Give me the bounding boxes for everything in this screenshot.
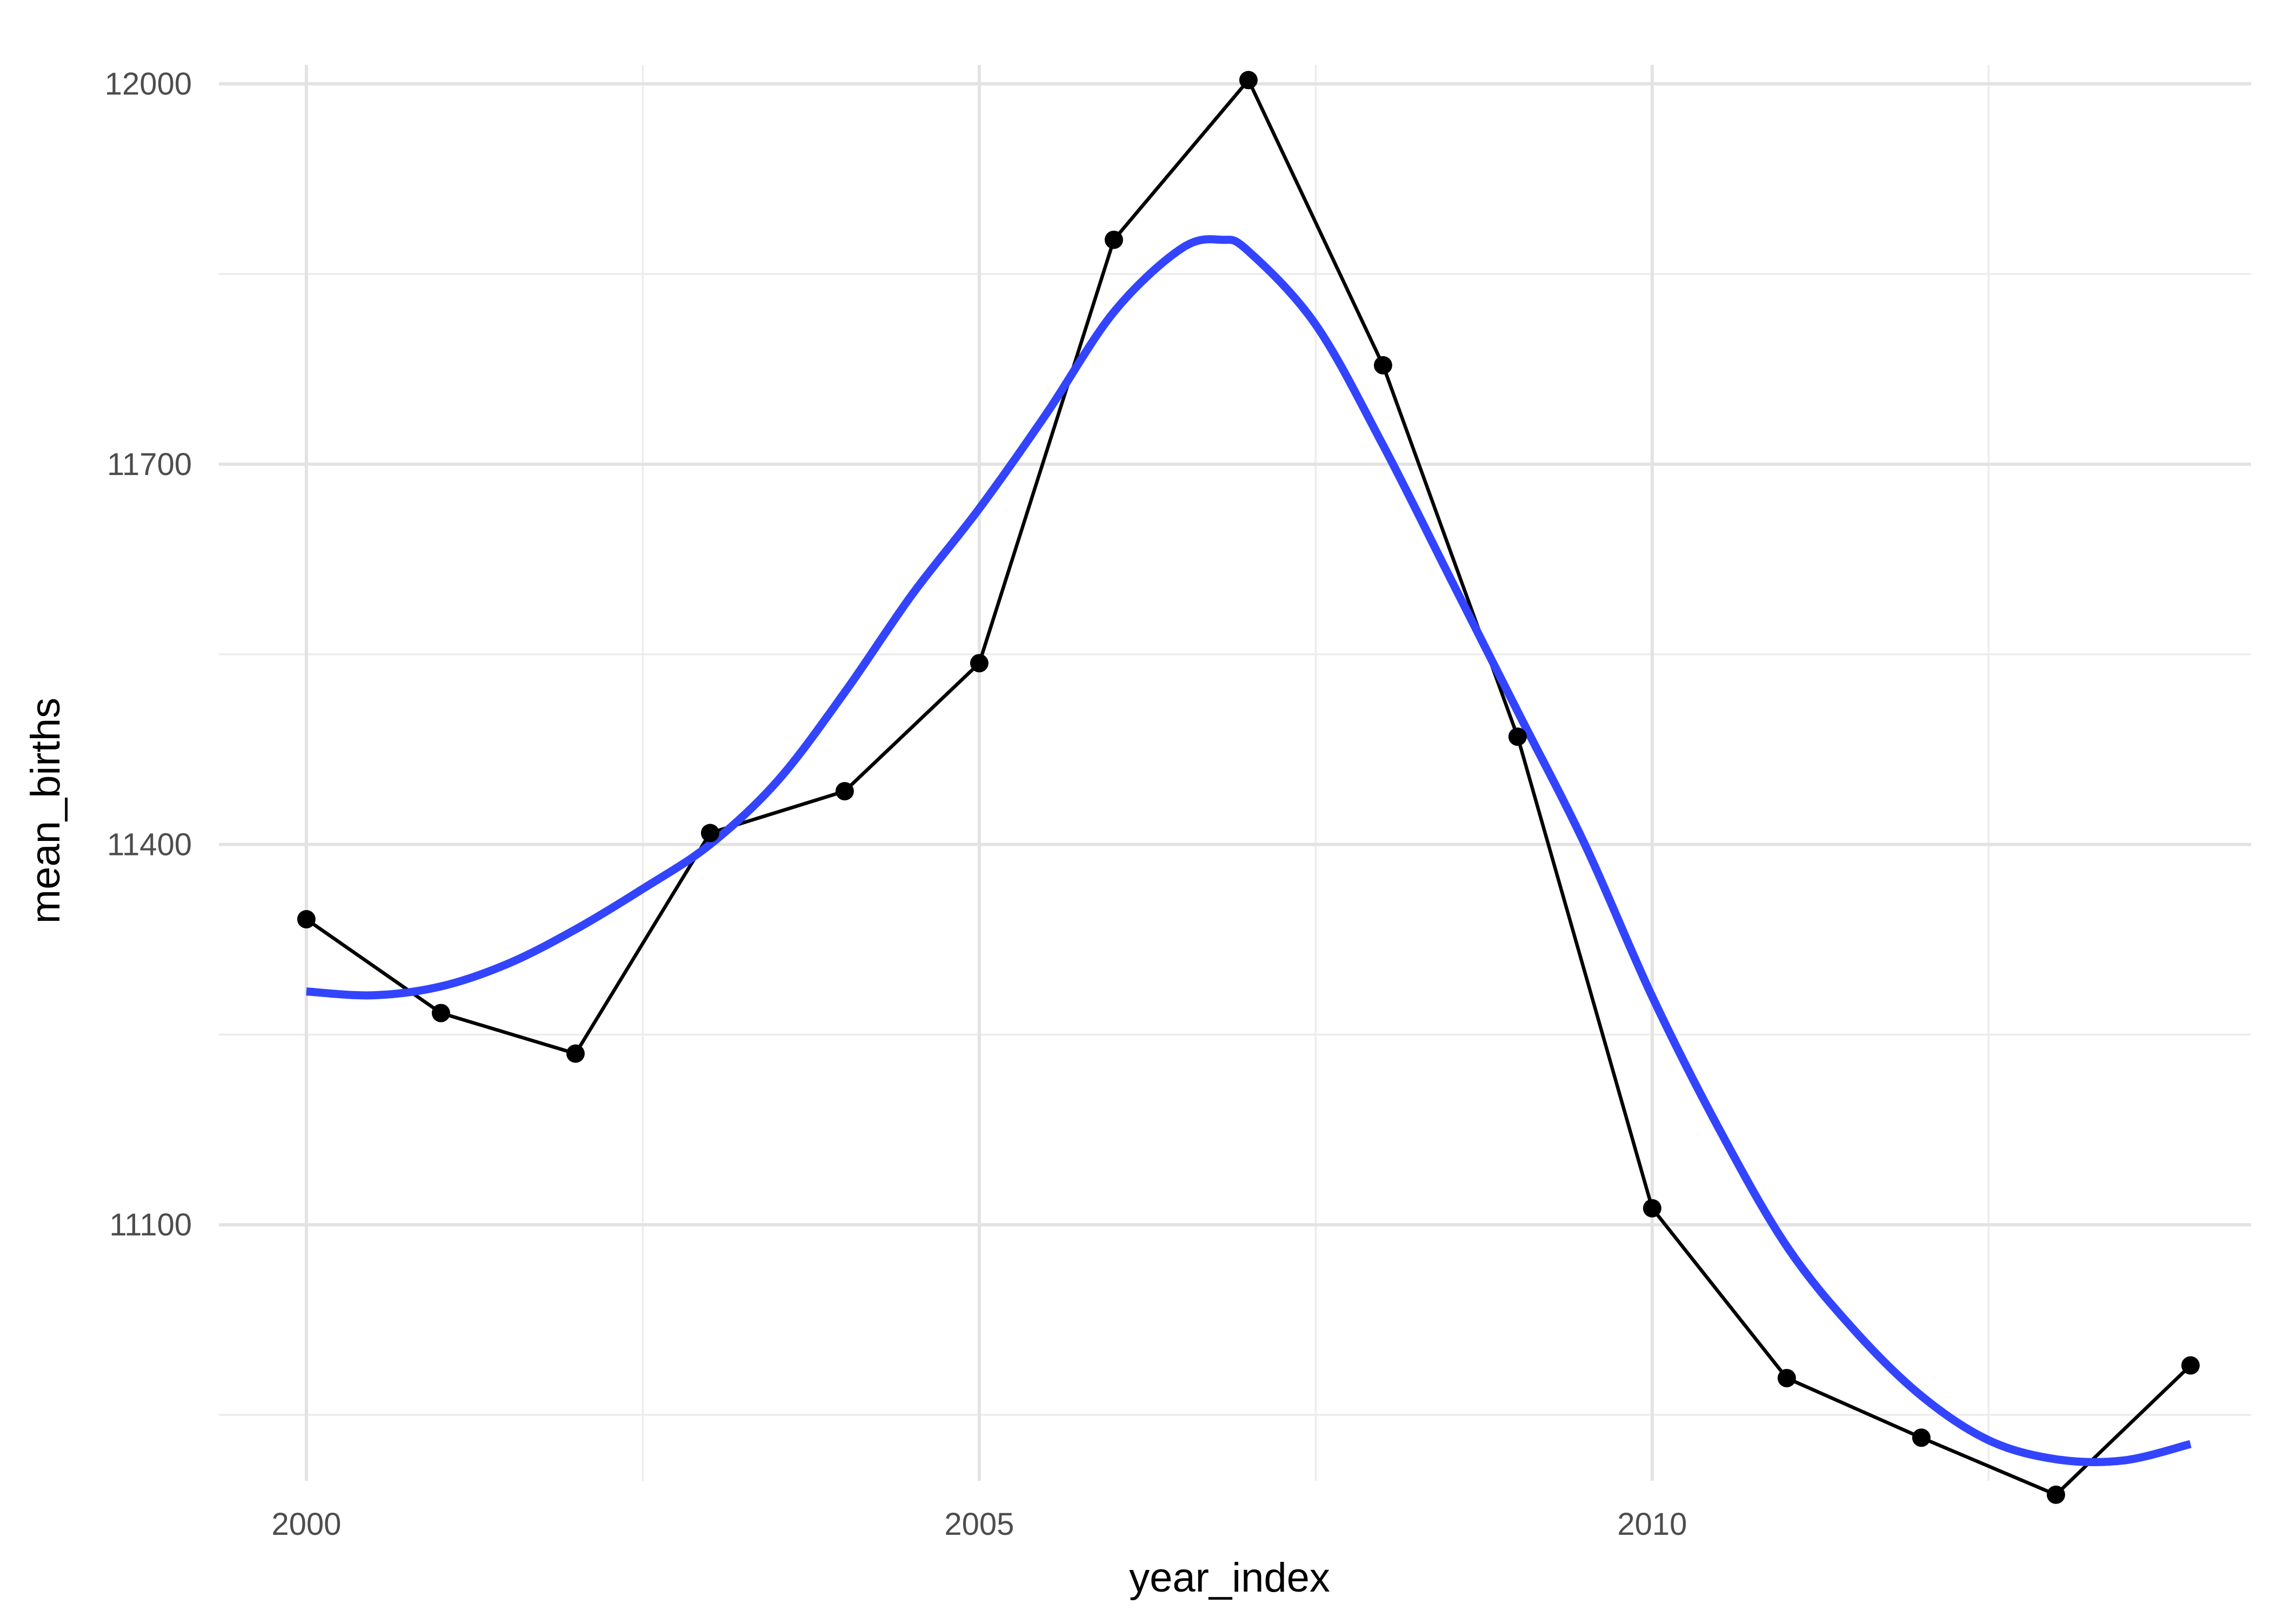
data-point xyxy=(431,1004,450,1022)
y-tick-label: 11400 xyxy=(107,827,192,863)
y-axis-title: mean_births xyxy=(23,698,69,924)
smooth-trend-line xyxy=(306,235,2192,1466)
data-point xyxy=(1373,356,1392,375)
data-point xyxy=(2046,1485,2065,1504)
data-point xyxy=(2181,1356,2200,1375)
observed-series-line xyxy=(305,78,2192,1497)
x-tick-label: 2005 xyxy=(944,1507,1014,1542)
gridlines xyxy=(219,65,2251,1481)
data-point xyxy=(1777,1369,1796,1388)
data-point xyxy=(700,824,719,843)
series-layer xyxy=(297,71,2200,1504)
data-point xyxy=(970,654,989,673)
x-axis-title: year_index xyxy=(1129,1555,1330,1601)
y-tick-label: 11100 xyxy=(109,1207,192,1242)
data-point xyxy=(835,782,854,801)
data-point xyxy=(1912,1428,1931,1447)
tick-labels: 2000 2005 2010 11100 11400 11700 12000 xyxy=(105,66,1687,1542)
data-point xyxy=(1239,71,1258,90)
data-point xyxy=(1104,230,1123,249)
data-point xyxy=(1643,1199,1661,1218)
data-point xyxy=(566,1044,585,1063)
x-tick-label: 2010 xyxy=(1617,1507,1687,1542)
data-point xyxy=(297,910,316,928)
y-tick-label: 11700 xyxy=(107,447,192,482)
data-point xyxy=(1508,727,1527,746)
y-tick-label: 12000 xyxy=(105,66,192,102)
x-tick-label: 2000 xyxy=(271,1507,341,1542)
